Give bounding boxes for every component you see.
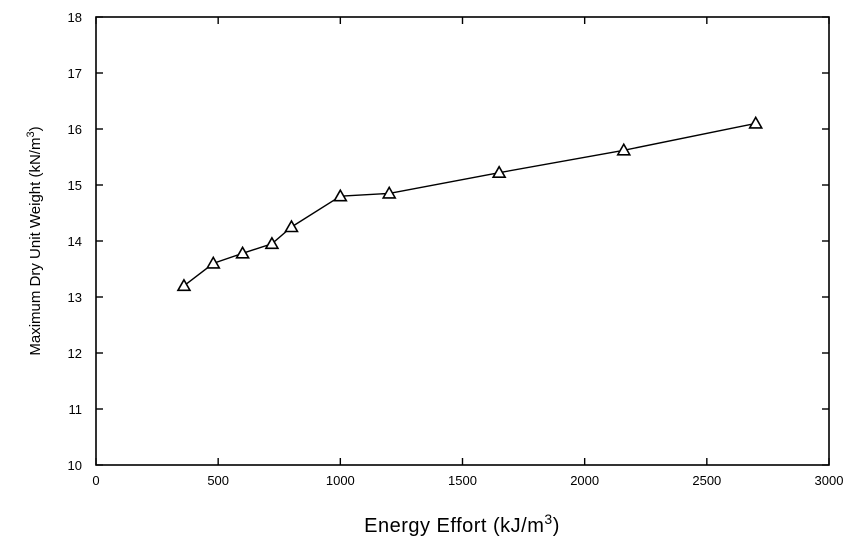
y-tick-label: 14 [68, 234, 82, 249]
y-tick-label: 11 [69, 402, 83, 417]
x-axis-title-close: ) [553, 515, 560, 537]
data-point [235, 245, 250, 259]
x-tick-label: 2000 [570, 473, 599, 488]
x-tick-label: 2500 [692, 473, 721, 488]
plot-frame [95, 16, 830, 466]
x-axis-title: Energy Effort (kJ/m3) [364, 511, 560, 537]
y-axis-title-close: ) [27, 126, 44, 131]
y-tick-label: 12 [68, 346, 82, 361]
y-axis-title-sup: 3 [25, 131, 37, 137]
y-axis-title-text: Maximum Dry Unit Weight (kN/m [27, 138, 44, 356]
x-tick-label: 500 [207, 473, 229, 488]
data-point [176, 278, 192, 292]
y-tick-label: 16 [68, 122, 82, 137]
y-tick-label: 10 [68, 458, 82, 473]
y-tick-label: 13 [68, 290, 82, 305]
data-point [616, 142, 632, 156]
x-tick-label: 3000 [815, 473, 844, 488]
data-point [332, 188, 348, 202]
series-markers [176, 115, 764, 292]
x-tick-label: 1500 [448, 473, 477, 488]
y-tick-label: 15 [68, 178, 82, 193]
data-point [284, 219, 299, 233]
x-axis-title-text: Energy Effort (kJ/m [364, 515, 544, 537]
series-line [183, 122, 756, 287]
y-tick-label: 18 [68, 10, 82, 25]
y-axis-title: Maximum Dry Unit Weight (kN/m3) [25, 126, 44, 355]
data-point [381, 185, 397, 199]
data-point [748, 115, 764, 129]
data-point [264, 236, 280, 250]
x-axis: 0 500 1000 1500 2000 2500 3000 [92, 17, 843, 488]
x-tick-label: 1000 [326, 473, 355, 488]
x-axis-title-sup: 3 [544, 511, 552, 527]
data-point [491, 165, 507, 178]
y-axis: 10 11 12 13 14 15 16 17 18 [68, 10, 829, 473]
y-tick-label: 17 [68, 66, 82, 81]
x-tick-label: 0 [92, 473, 99, 488]
data-point [205, 255, 221, 269]
